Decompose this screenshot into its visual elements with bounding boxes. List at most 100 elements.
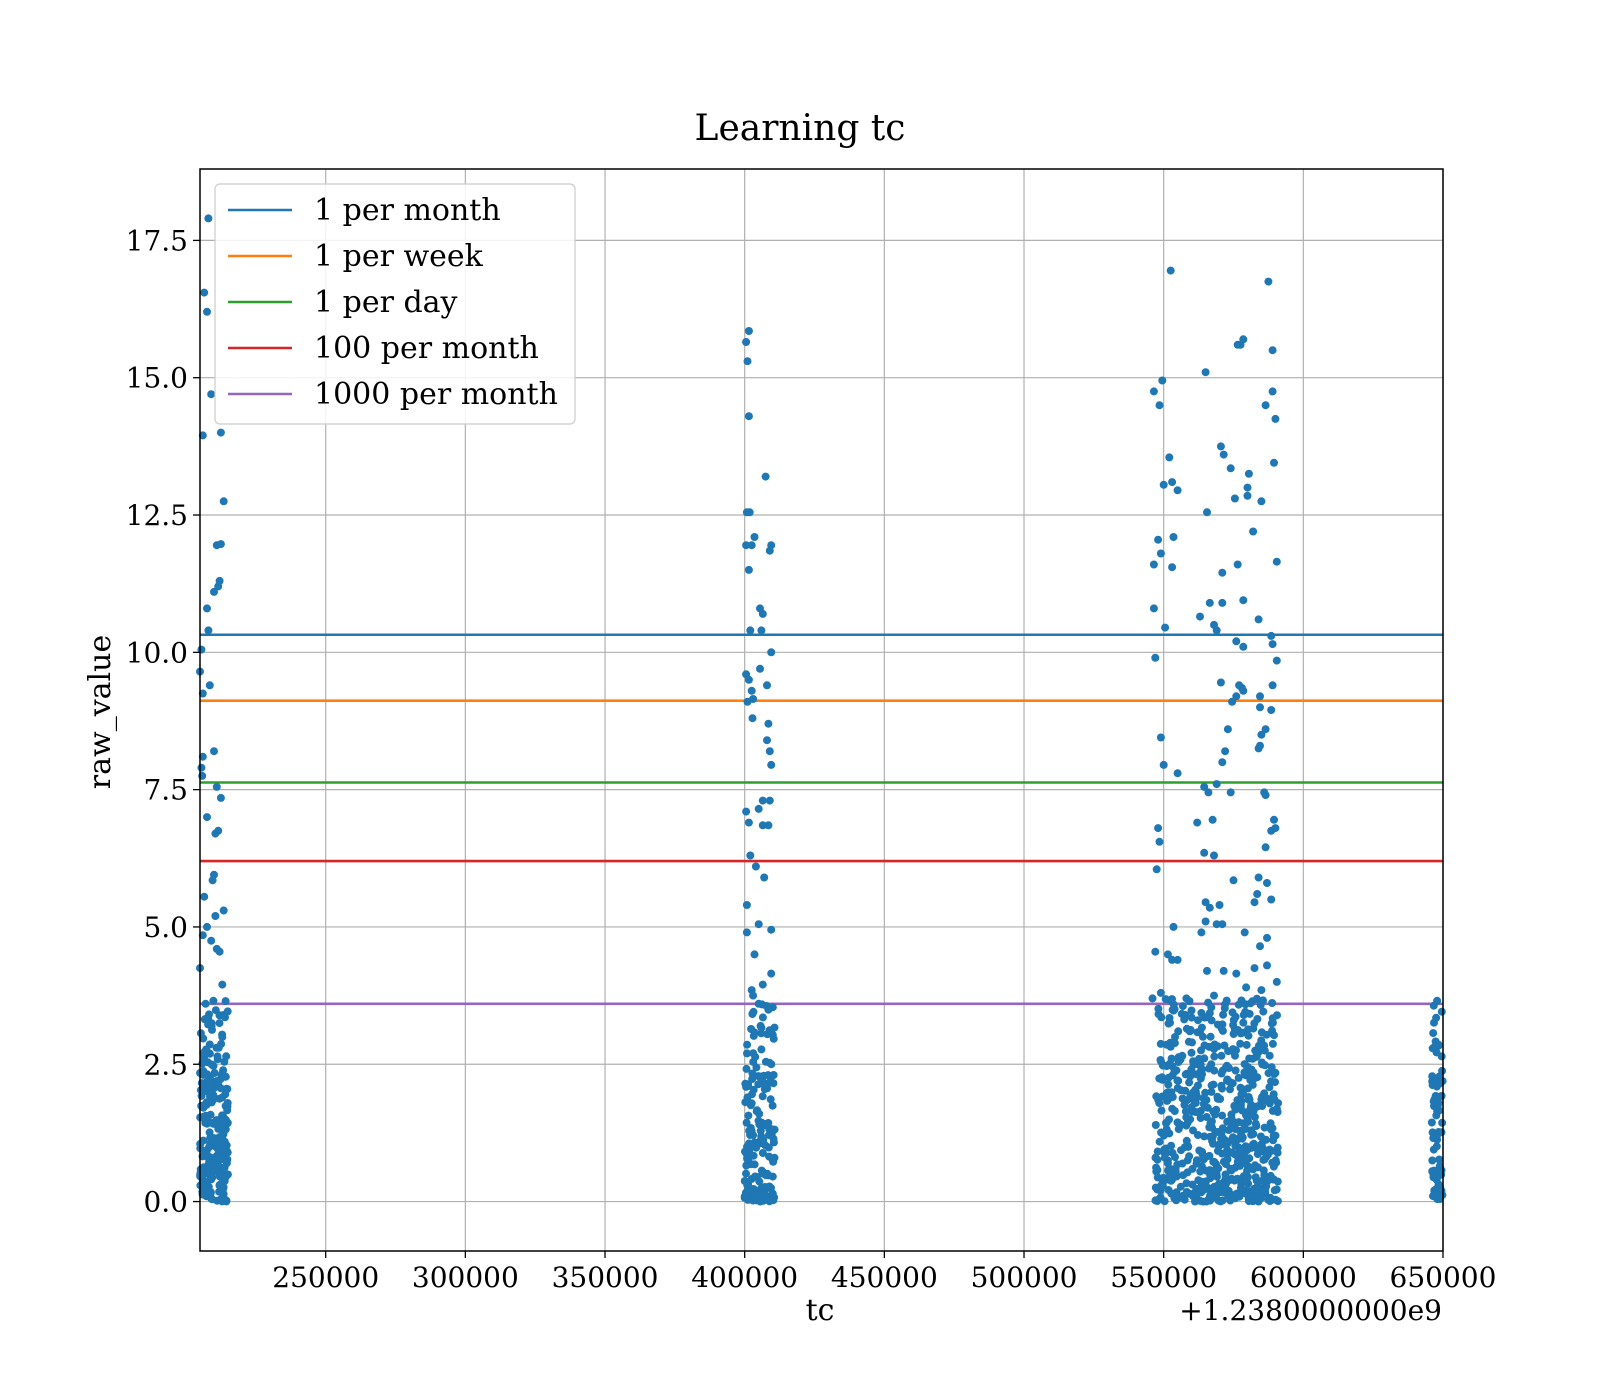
scatter-point	[1167, 1176, 1175, 1185]
scatter-point	[1173, 1084, 1182, 1093]
scatter-point	[1256, 942, 1264, 951]
scatter-point	[1435, 1079, 1444, 1088]
scatter-point	[1265, 1145, 1274, 1154]
scatter-point	[1167, 1141, 1176, 1150]
scatter-point	[1268, 387, 1277, 396]
scatter-point	[1162, 1118, 1171, 1127]
scatter-point	[1217, 1051, 1226, 1060]
scatter-point	[750, 1028, 759, 1037]
scatter-point	[1191, 1085, 1200, 1094]
scatter-point	[223, 1147, 232, 1156]
scatter-point	[1186, 1026, 1195, 1035]
scatter-point	[1271, 1156, 1280, 1165]
scatter-point	[764, 1119, 773, 1127]
scatter-point	[220, 1137, 229, 1146]
scatter-point	[1254, 873, 1263, 882]
scatter-point	[218, 1197, 227, 1206]
scatter-point	[1270, 815, 1278, 824]
scatter-point	[767, 925, 776, 934]
scatter-point	[1268, 681, 1277, 690]
scatter-point	[1256, 1132, 1265, 1141]
scatter-point	[1179, 1171, 1188, 1180]
scatter-point	[747, 1127, 756, 1135]
scatter-point	[1176, 1182, 1185, 1191]
scatter-point	[1170, 1005, 1179, 1014]
x-tick-label: 250000	[272, 1261, 379, 1294]
scatter-point	[1270, 458, 1278, 467]
scatter-point	[220, 1163, 229, 1172]
scatter-point	[1264, 1176, 1273, 1184]
scatter-point	[1250, 964, 1259, 973]
scatter-point	[216, 540, 225, 549]
scatter-point	[203, 813, 211, 822]
scatter-point	[217, 1039, 226, 1048]
scatter-point	[1155, 1099, 1164, 1108]
scatter-point	[1431, 1170, 1440, 1179]
scatter-point	[758, 1092, 767, 1101]
scatter-point	[1432, 1142, 1441, 1151]
scatter-point	[1207, 1120, 1216, 1129]
scatter-point	[1267, 631, 1276, 640]
scatter-point	[201, 1111, 210, 1120]
scatter-point	[758, 796, 767, 805]
scatter-point	[1187, 1048, 1196, 1057]
scatter-point	[207, 390, 216, 399]
scatter-point	[1159, 1173, 1168, 1182]
scatter-point	[1194, 1016, 1202, 1025]
scatter-point	[1167, 1054, 1176, 1063]
scatter-point	[1261, 1061, 1270, 1070]
scatter-point	[1156, 988, 1165, 997]
scatter-point	[744, 1111, 753, 1120]
scatter-point	[1185, 1078, 1194, 1087]
legend-label: 1 per week	[314, 239, 484, 274]
scatter-point	[1212, 626, 1221, 635]
scatter-point	[1257, 1194, 1265, 1203]
scatter-point	[769, 1071, 778, 1079]
scatter-point	[207, 936, 216, 945]
scatter-point	[1159, 760, 1168, 769]
scatter-point	[1249, 1140, 1257, 1149]
scatter-point	[1258, 1040, 1267, 1048]
scatter-point	[1196, 1196, 1205, 1205]
x-axis-ticks: 250000 300000 350000 400000 450000 500000 5500…	[272, 1251, 1496, 1294]
scatter-point	[216, 793, 225, 802]
scatter-point	[1198, 1070, 1206, 1079]
scatter-point	[1212, 1163, 1221, 1172]
scatter-point	[220, 1177, 229, 1186]
scatter-point	[1267, 1063, 1276, 1072]
scatter-point	[742, 338, 751, 346]
scatter-point	[1190, 1097, 1199, 1106]
scatter-point	[1223, 1075, 1232, 1084]
legend-label: 1000 per month	[314, 377, 558, 412]
scatter-point	[1233, 560, 1242, 569]
scatter-point	[1155, 401, 1164, 410]
scatter-point	[1236, 1039, 1245, 1048]
x-tick-label: 400000	[691, 1261, 798, 1294]
chart-title: Learning tc	[695, 108, 906, 149]
scatter-point	[1158, 1073, 1166, 1082]
scatter-point	[1178, 1159, 1187, 1168]
scatter-point	[198, 689, 207, 698]
scatter-point	[196, 1029, 205, 1038]
scatter-point	[1248, 1191, 1257, 1200]
scatter-point	[743, 1093, 752, 1102]
scatter-point	[1154, 1004, 1163, 1013]
scatter-point	[1259, 1145, 1268, 1154]
scatter-point	[749, 1151, 758, 1160]
scatter-point	[1251, 1173, 1260, 1182]
scatter-point	[1272, 557, 1281, 566]
scatter-point	[1222, 996, 1231, 1005]
scatter-point	[1227, 1194, 1236, 1203]
scatter-point	[1173, 1076, 1182, 1085]
scatter-point	[1200, 1041, 1209, 1050]
scatter-point	[1226, 464, 1235, 473]
scatter-point	[752, 1063, 761, 1072]
y-tick-label: 5.0	[143, 911, 188, 944]
scatter-point	[1218, 920, 1227, 929]
scatter-point	[1180, 1100, 1189, 1109]
scatter-point	[206, 1139, 215, 1148]
scatter-point	[1271, 1078, 1279, 1087]
scatter-point	[1232, 969, 1241, 978]
scatter-point	[215, 1019, 224, 1028]
scatter-point	[1196, 612, 1204, 621]
